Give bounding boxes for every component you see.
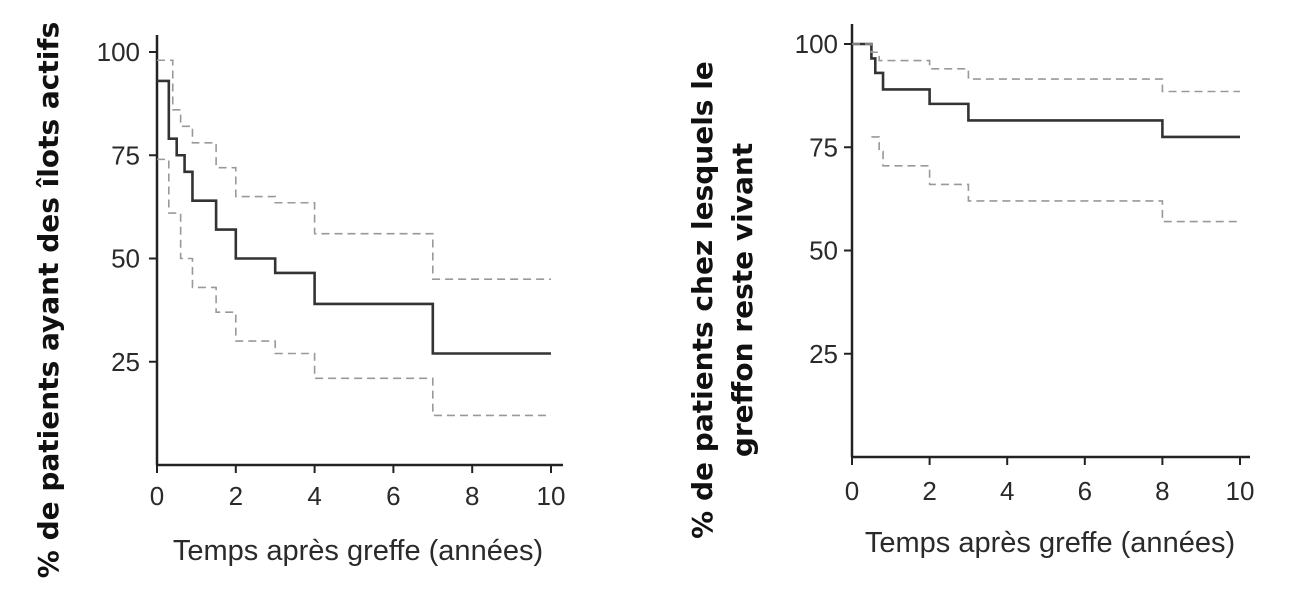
graft-survival-x-tick-label: 2 [922,476,936,506]
active-islets-x-tick-label: 8 [465,481,479,511]
graft-survival-y-tick-label: 75 [809,132,838,162]
graft-survival-x-tick-label: 8 [1155,476,1169,506]
chart-active-islets: % de patients ayant des îlots actifs 25 5… [32,22,565,578]
active-islets-y-tick-label: 100 [97,37,140,67]
graft-survival-x-tick-label: 10 [1226,476,1255,506]
y-axis-label-graft-survival-line-1: % de patients chez lesquels le [686,61,719,539]
plot-area-active-islets: 25 50 75 100 0 2 4 6 8 10 [97,35,566,511]
graft-survival-survival-curve [852,42,1240,139]
active-islets-y-tick-label: 75 [111,140,140,170]
graft-survival-y-tick-label: 25 [809,339,838,369]
y-axis-label-graft-survival-line-2: greffon reste vivant [726,143,759,457]
graft-survival-x-tick-label: 0 [845,476,859,506]
active-islets-x-tick-label: 6 [386,481,400,511]
active-islets-y-tick-label: 25 [111,347,140,377]
active-islets-lower-ci-curve [157,158,551,417]
graft-survival-upper-ci-curve [852,43,1240,93]
chart-graft-survival: % de patients chez lesquels le greffon r… [686,24,1254,559]
x-axis-label-graft-survival: Temps après greffe (années) [865,527,1235,559]
active-islets-x-tick-label: 2 [229,481,243,511]
graft-survival-lower-ci-curve [871,136,1240,223]
graft-survival-y-tick-label: 50 [809,236,838,266]
active-islets-x-tick-label: 4 [307,481,321,511]
y-axis-label-active-islets: % de patients ayant des îlots actifs [32,22,65,578]
graft-survival-x-tick-label: 4 [1000,476,1014,506]
plot-area-graft-survival: 25 50 75 100 0 2 4 6 8 10 [795,24,1255,506]
active-islets-upper-ci-curve [157,59,551,280]
active-islets-survival-curve [157,79,551,355]
active-islets-x-tick-label: 10 [537,481,566,511]
active-islets-y-tick-label: 50 [111,244,140,274]
graft-survival-y-tick-label: 100 [795,29,838,59]
x-axis-label-active-islets: Temps après greffe (années) [173,535,543,567]
graft-survival-x-tick-label: 6 [1078,476,1092,506]
active-islets-x-tick-label: 0 [150,481,164,511]
